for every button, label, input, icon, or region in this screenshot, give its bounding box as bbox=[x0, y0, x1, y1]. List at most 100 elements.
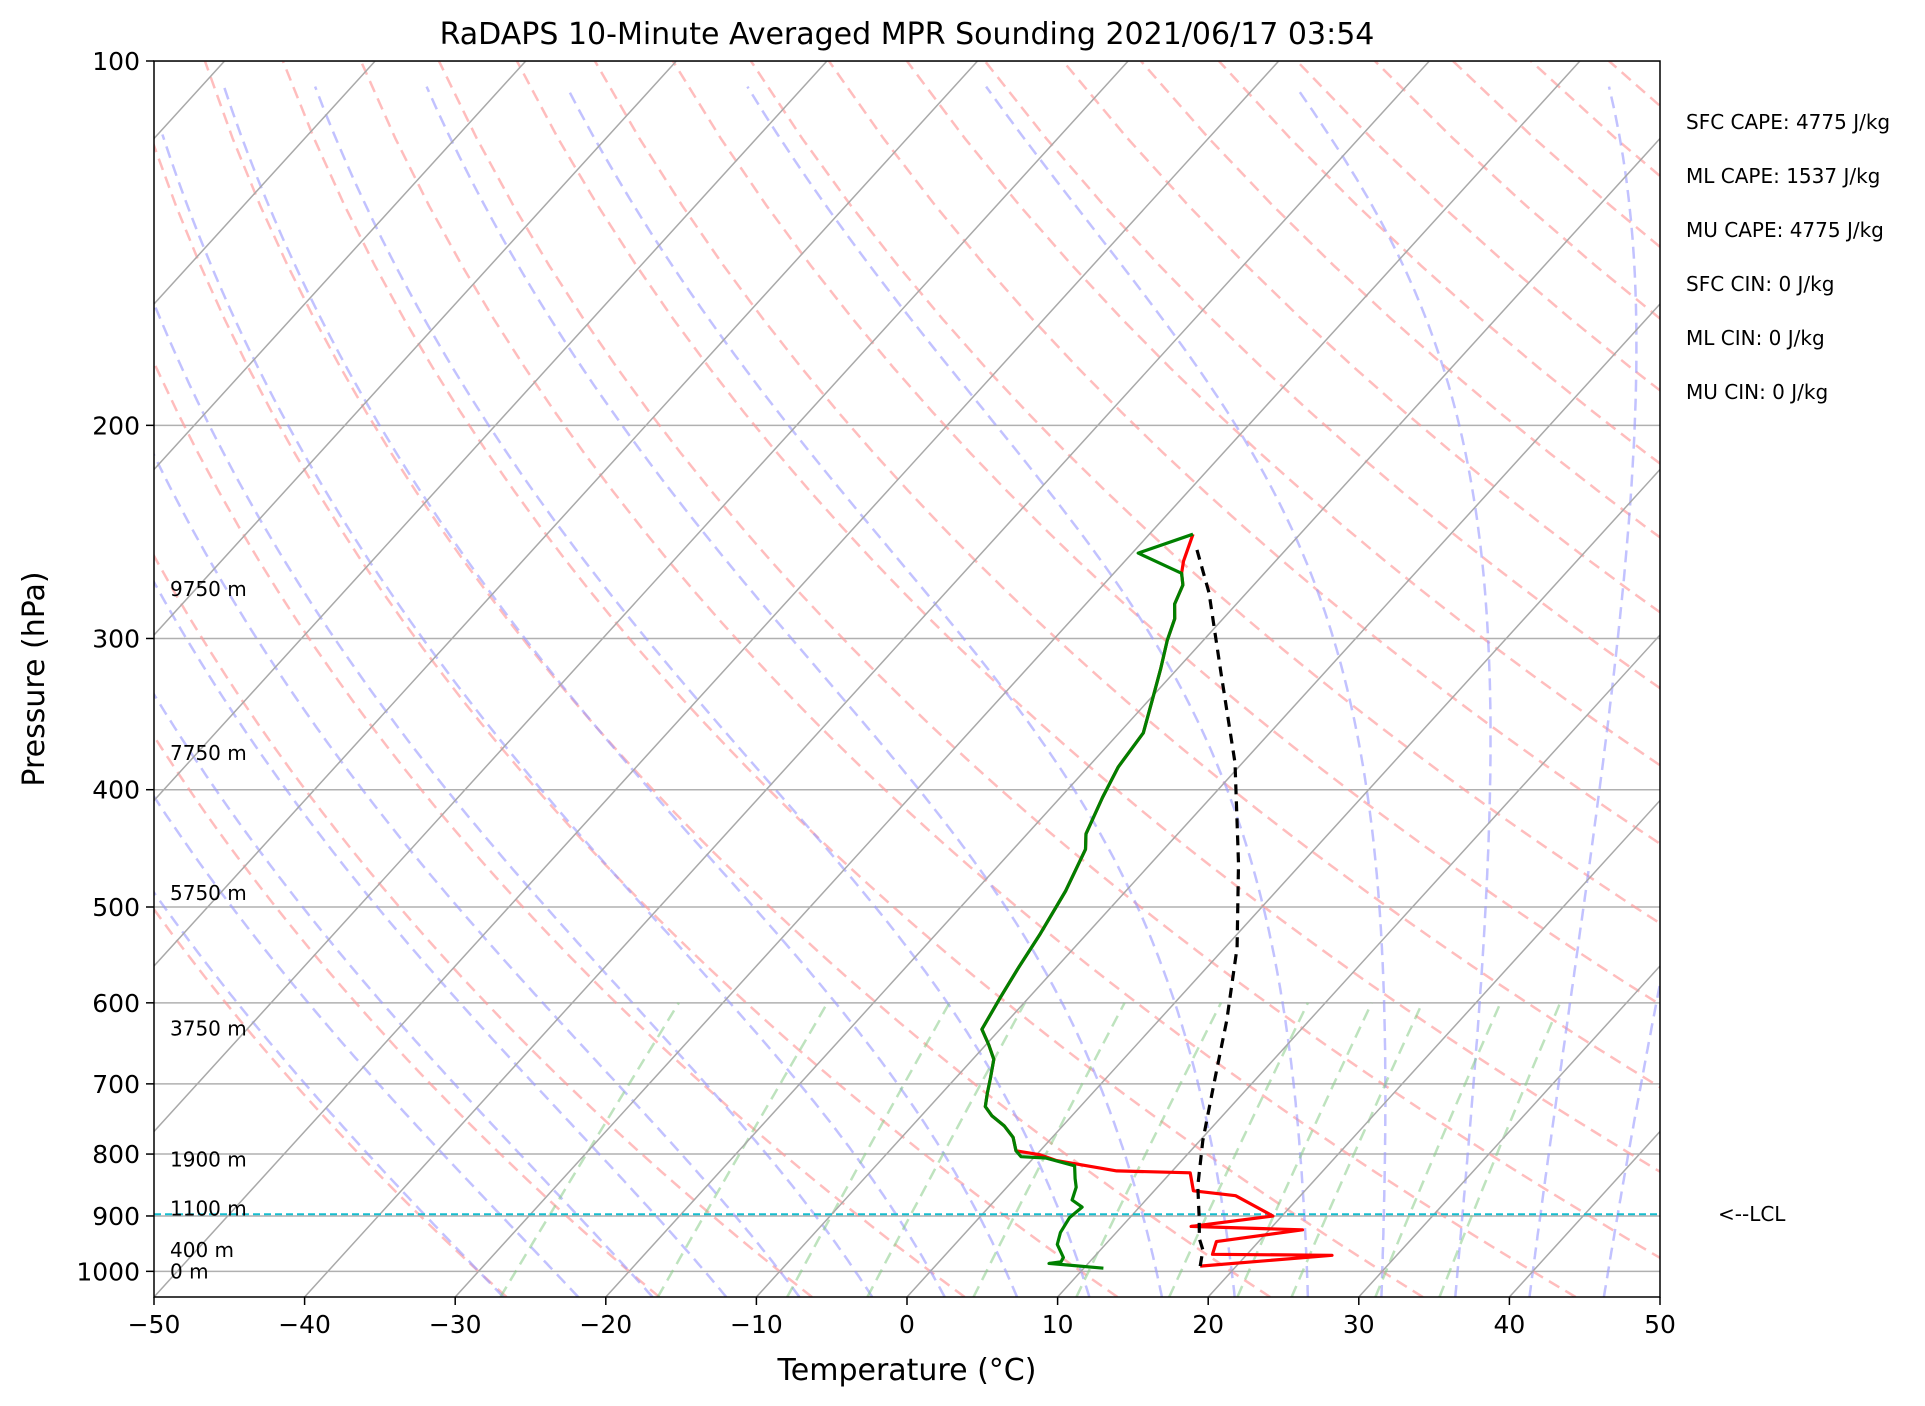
dry-adiabat bbox=[983, 61, 1660, 690]
moist-adiabat bbox=[154, 452, 801, 1297]
stat-label: MU CIN: 0 J/kg bbox=[1686, 380, 1828, 404]
mixing-ratio-line bbox=[499, 1002, 680, 1297]
mixing-ratio-line bbox=[1168, 1002, 1310, 1297]
moist-adiabat bbox=[154, 794, 580, 1297]
sounding-series bbox=[980, 532, 1334, 1270]
stat-label: SFC CIN: 0 J/kg bbox=[1686, 272, 1834, 296]
mixing-ratio-lines bbox=[499, 1002, 1562, 1297]
mixing-ratio-line bbox=[1374, 1002, 1502, 1297]
x-tick-label: 10 bbox=[1042, 1310, 1074, 1339]
stat-label: ML CAPE: 1537 J/kg bbox=[1686, 164, 1880, 188]
stat-label: MU CAPE: 4775 J/kg bbox=[1686, 218, 1884, 242]
height-label: 400 m bbox=[170, 1238, 234, 1262]
stat-label: SFC CAPE: 4775 J/kg bbox=[1686, 110, 1890, 134]
x-axis-ticks: −50 −40 −30 −20 −10 0 10 20 30 40 50 bbox=[128, 1297, 1676, 1339]
height-label: 3750 m bbox=[170, 1016, 247, 1040]
x-tick-label: −20 bbox=[579, 1310, 632, 1339]
moist-adiabat bbox=[154, 579, 728, 1297]
plot-area bbox=[154, 61, 1660, 1297]
dry-adiabat bbox=[203, 61, 1271, 1297]
height-label: 0 m bbox=[170, 1259, 209, 1283]
mixing-ratio-line bbox=[972, 1002, 1126, 1297]
dewpoint-profile-line bbox=[980, 532, 1194, 1270]
height-label: 5750 m bbox=[170, 881, 247, 905]
dry-adiabat bbox=[905, 61, 1660, 767]
x-tick-label: 0 bbox=[899, 1310, 915, 1339]
isotherm bbox=[1207, 799, 1660, 1297]
moist-adiabat bbox=[222, 86, 1019, 1297]
stability-indices: SFC CAPE: 4775 J/kg ML CAPE: 1537 J/kg MU … bbox=[1686, 110, 1890, 404]
moist-adiabat bbox=[1602, 977, 1660, 1297]
y-tick-label: 700 bbox=[92, 1070, 140, 1099]
height-label: 9750 m bbox=[170, 577, 247, 601]
y-tick-label: 200 bbox=[92, 411, 140, 440]
isotherm bbox=[154, 61, 828, 802]
y-tick-label: 1000 bbox=[76, 1257, 140, 1286]
dry-adiabat bbox=[671, 61, 1660, 1006]
isotherm bbox=[154, 61, 979, 968]
mixing-ratio-line bbox=[1236, 1002, 1373, 1297]
moist-adiabat bbox=[746, 85, 1310, 1297]
y-tick-label: 500 bbox=[92, 893, 140, 922]
x-tick-label: 30 bbox=[1343, 1310, 1375, 1339]
parcel-profile-line bbox=[1193, 544, 1241, 1267]
mixing-ratio-line bbox=[786, 1002, 951, 1297]
y-tick-label: 600 bbox=[92, 989, 140, 1018]
moist-adiabat bbox=[565, 86, 1236, 1297]
dry-adiabat bbox=[154, 907, 508, 1297]
y-axis-label: Pressure (hPa) bbox=[17, 571, 52, 786]
mixing-ratio-line bbox=[866, 1002, 1026, 1297]
isotherms bbox=[154, 61, 1660, 1297]
moist-adiabat bbox=[161, 134, 946, 1297]
moist-adiabat bbox=[313, 86, 1091, 1297]
isotherm bbox=[304, 61, 1430, 1297]
moist-adiabat bbox=[425, 86, 1164, 1297]
moist-adiabat bbox=[154, 691, 654, 1297]
x-tick-label: 20 bbox=[1192, 1310, 1224, 1339]
y-tick-label: 900 bbox=[92, 1202, 140, 1231]
mixing-ratio-line bbox=[1438, 1002, 1562, 1297]
x-tick-label: 50 bbox=[1644, 1310, 1676, 1339]
x-tick-label: 40 bbox=[1493, 1310, 1525, 1339]
height-label: 1100 m bbox=[170, 1196, 247, 1220]
x-tick-label: −50 bbox=[128, 1310, 181, 1339]
isotherm bbox=[1057, 633, 1660, 1297]
dry-adiabat bbox=[749, 61, 1660, 925]
pressure-gridlines bbox=[154, 61, 1660, 1273]
chart-title: RaDAPS 10-Minute Averaged MPR Sounding 2… bbox=[440, 17, 1375, 52]
y-axis-ticks: 1000 900 800 700 600 500 400 300 200 100 bbox=[76, 47, 154, 1286]
isotherm bbox=[154, 61, 1129, 1133]
height-label: 1900 m bbox=[170, 1147, 247, 1171]
y-tick-label: 800 bbox=[92, 1140, 140, 1169]
x-tick-label: −40 bbox=[278, 1310, 331, 1339]
isotherm bbox=[154, 61, 527, 471]
height-label: 7750 m bbox=[170, 741, 247, 765]
moist-adiabat bbox=[1528, 86, 1638, 1297]
isotherm bbox=[154, 61, 376, 306]
isotherm bbox=[1358, 964, 1660, 1297]
isotherm bbox=[605, 137, 1660, 1297]
y-tick-label: 300 bbox=[92, 624, 140, 653]
x-axis-label: Temperature (°C) bbox=[777, 1353, 1037, 1388]
moist-adiabat bbox=[985, 85, 1387, 1297]
mixing-ratio-line bbox=[656, 1002, 829, 1297]
x-tick-label: −10 bbox=[730, 1310, 783, 1339]
lcl-annotation: <--LCL bbox=[1718, 1202, 1786, 1226]
isotherm bbox=[454, 61, 1581, 1297]
isotherm bbox=[154, 61, 1280, 1297]
y-tick-label: 400 bbox=[92, 776, 140, 805]
dry-adiabat bbox=[281, 61, 1424, 1297]
isotherm bbox=[906, 468, 1660, 1297]
lcl-label: <--LCL bbox=[1718, 1202, 1786, 1226]
y-tick-label: 100 bbox=[92, 47, 140, 76]
dry-adiabat bbox=[515, 61, 1660, 1174]
dry-adiabat bbox=[154, 359, 966, 1297]
isotherm bbox=[755, 302, 1660, 1297]
stat-label: ML CIN: 0 J/kg bbox=[1686, 326, 1825, 350]
isotherm bbox=[154, 61, 677, 637]
moist-adiabat bbox=[1294, 85, 1492, 1297]
x-tick-label: −30 bbox=[429, 1310, 482, 1339]
